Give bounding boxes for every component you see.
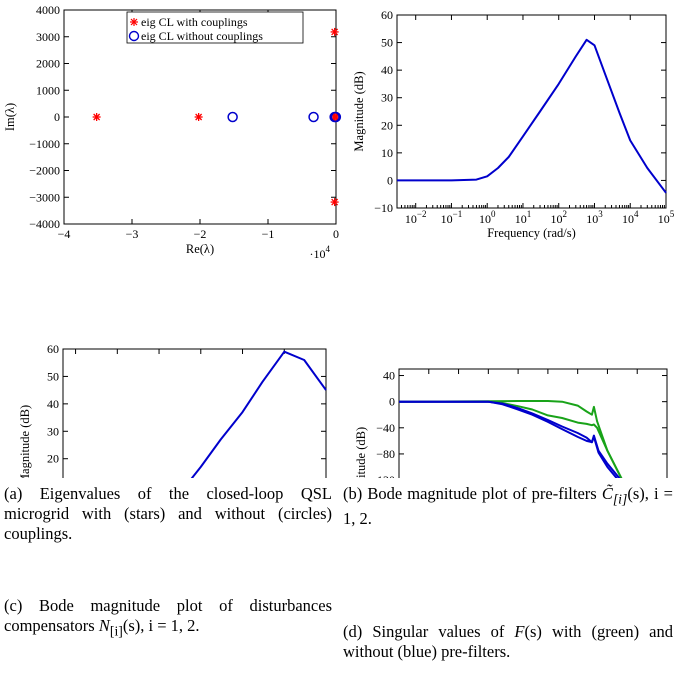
caption-c-suffix: (s), i = 1, 2. [122,616,200,635]
series-line-0 [397,38,667,194]
legend-marker-circle [128,30,140,42]
y-tick-label: 30 [47,424,59,438]
legend-marker-star [130,18,138,26]
y-tick-label: −2000 [29,164,60,178]
caption-c-prefix: (c) Bode magnitude plot of disturbances … [4,596,332,635]
point-circle [330,111,342,123]
caption-b-suffix: (s), i = 1, 2. [343,484,673,529]
y-tick-label: 1000 [36,83,60,97]
x-tick-label: 104 [622,209,639,226]
point-star [330,27,339,36]
x-tick-label: 105 [658,209,675,226]
series-line-2 [399,400,621,478]
legend-entry: eig CL without couplings [141,29,263,43]
y-tick-label: 50 [47,369,59,383]
point-circle [227,111,238,123]
series-line-3 [399,400,618,478]
x-tick-label: −3 [126,227,139,241]
plot-frame-b [396,14,667,209]
series-line-1 [399,400,623,478]
caption-c-sub: [i] [109,623,123,639]
star-stroke [332,113,340,121]
series-line-0 [190,350,327,478]
y-tick-label: 0 [387,173,393,187]
point-star [92,113,101,121]
x-tick-label: −4 [58,227,71,241]
x-tick-label: 101 [515,209,532,226]
x-tick-label: 0 [333,227,339,241]
y-tick-label: 60 [381,8,393,22]
x-tick-label: 100 [479,209,496,226]
x-tick-label: 103 [586,209,603,226]
caption-b: (b) Bode magnitude plot of pre-filters C… [343,484,673,529]
y-axis-label: Magnitude (dB) [354,427,368,478]
point-star [330,198,339,207]
caption-d: (d) Singular values of F(s) with (green)… [343,622,673,662]
legend-entry: eig CL with couplings [141,15,248,29]
caption-b-prefix: (b) Bode magnitude plot of pre-filters [343,484,602,503]
y-tick-label: 0 [389,395,395,409]
x-tick-label: −2 [194,227,207,241]
y-tick-label: −80 [376,447,395,461]
figure-canvas: −4000−3000−2000−100001000200030004000−4−… [3,3,675,478]
caption-c: (c) Bode magnitude plot of disturbances … [4,596,332,641]
x-axis-label: Frequency (rad/s) [487,226,576,240]
series-line-0 [398,400,623,478]
x-tick-label: −1 [262,227,275,241]
y-tick-label: 20 [47,452,59,466]
y-tick-label: 4000 [36,3,60,17]
chart-c: −100102030405060101102103104105106107Fre… [18,342,327,478]
x-axis-label: Re(λ) [186,242,214,256]
point-circle [308,111,319,123]
y-tick-label: 40 [383,369,395,383]
y-tick-label: −40 [376,421,395,435]
caption-d-prefix: (d) Singular values of [343,622,515,641]
y-tick-label: −3000 [29,190,60,204]
y-tick-label: −4000 [29,217,60,231]
x-tick-label: 102 [550,209,567,226]
y-tick-label: 40 [47,397,59,411]
caption-d-math: F [514,622,525,641]
star-stroke [195,113,203,121]
legend-box [126,11,304,44]
x-scale-note: ·104 [310,244,331,261]
star-stroke [130,18,138,26]
x-tick-label: 10−1 [441,209,463,226]
y-tick-label: −10 [374,201,393,215]
y-tick-label: 50 [381,36,393,50]
chart-d: 400−40−80−120−160−200−24010−210−11001011… [354,368,668,478]
caption-b-sub: [i] [612,491,628,507]
plot-frame-d [398,368,668,478]
y-axis-label: Im(λ) [3,103,17,131]
chart-a: −4000 −3000 −2000 −1000 0 1000 2000 3000 4000 −4 −… [3,3,342,261]
y-axis-label: Magnitude (dB) [18,405,32,478]
x-tick-label: 10−2 [405,209,427,226]
star-stroke [331,198,339,206]
caption-d-suffix: (s) with (green) and without (blue) pre-… [343,622,673,661]
star-stroke [93,113,101,121]
caption-a: (a) Eigenvalues of the closed-loop QSL m… [4,484,332,544]
y-tick-label: 20 [381,118,393,132]
caption-b-math: C̃ [601,484,613,503]
y-tick-label: 2000 [36,57,60,71]
y-tick-label: 3000 [36,30,60,44]
chart-b: −10 0 10 20 30 40 50 60 10−2 10−1 100 101 102 103 104 1… [352,8,675,240]
y-tick-label: 60 [47,342,59,356]
y-tick-label: 10 [381,146,393,160]
point-star [194,113,203,121]
point-star [331,113,340,121]
caption-c-math: N [98,616,110,635]
plot-frame-c [62,348,327,478]
y-tick-label: 40 [381,63,393,77]
y-tick-label: −120 [370,473,395,478]
y-tick-label: 0 [54,110,60,124]
y-tick-label: 30 [381,91,393,105]
y-tick-label: −1000 [29,137,60,151]
y-axis-label: Magnitude (dB) [352,71,366,151]
caption-a-text: (a) Eigenvalues of the closed-loop QSL m… [4,484,332,543]
star-stroke [331,28,339,36]
